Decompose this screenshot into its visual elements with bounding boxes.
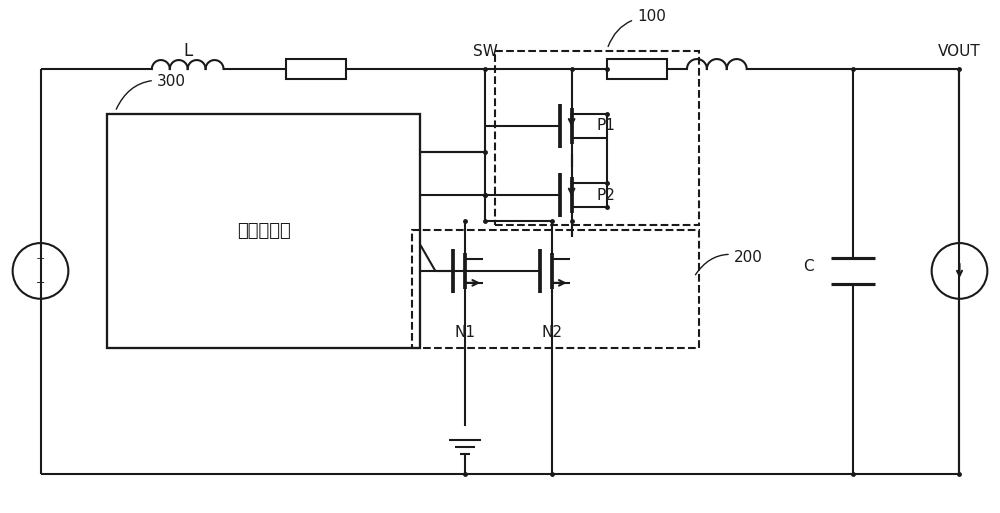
Text: VOUT: VOUT (938, 44, 981, 58)
Text: N2: N2 (541, 325, 562, 340)
Text: +: + (36, 254, 45, 264)
FancyBboxPatch shape (107, 114, 420, 347)
Text: C: C (803, 259, 814, 274)
Text: L: L (183, 42, 192, 60)
Text: P1: P1 (597, 118, 616, 133)
Bar (286, 59, 346, 79)
Text: N1: N1 (455, 325, 476, 340)
Text: P2: P2 (597, 188, 616, 203)
Text: −: − (36, 278, 45, 288)
Text: 300: 300 (116, 74, 186, 109)
Text: 200: 200 (695, 250, 763, 275)
Text: 数电控制器: 数电控制器 (237, 222, 291, 240)
Text: SW: SW (473, 44, 498, 58)
Bar (607, 59, 667, 79)
Text: 100: 100 (608, 9, 666, 47)
